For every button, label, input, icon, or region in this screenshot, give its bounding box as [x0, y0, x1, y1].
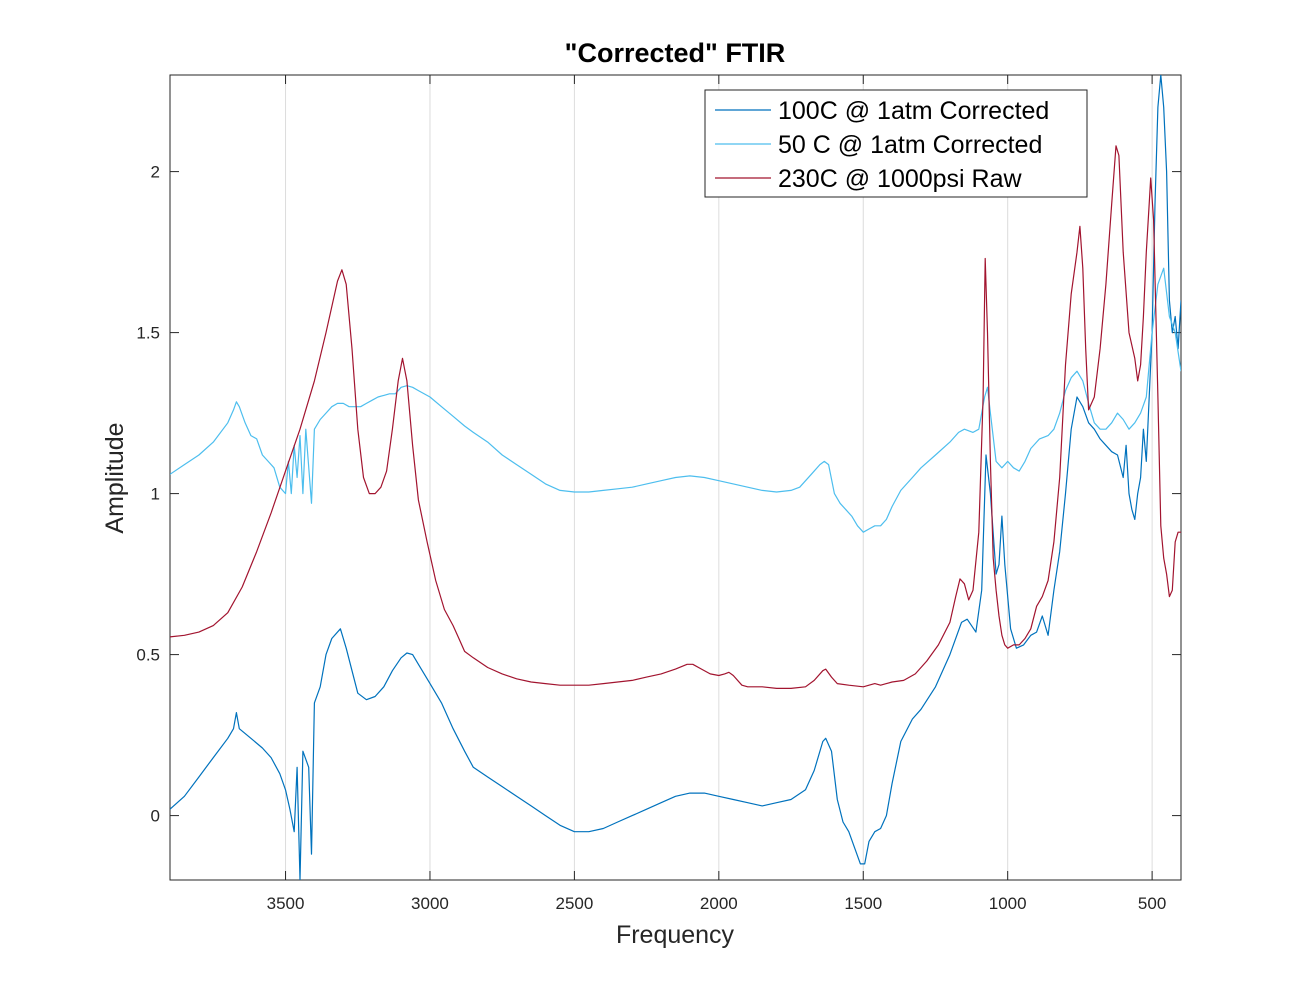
legend-entry: 50 C @ 1atm Corrected [778, 131, 1042, 159]
grid-lines [285, 75, 1153, 880]
series-line-2 [170, 267, 1181, 533]
y-tick-label: 1 [151, 485, 160, 504]
x-tick-label: 2500 [555, 894, 593, 913]
series-line-3 [170, 145, 1181, 689]
x-tick-label: 1000 [989, 894, 1027, 913]
legend-entry: 230C @ 1000psi Raw [778, 165, 1023, 193]
y-tick-label: 0 [151, 807, 160, 826]
series-line-1 [170, 75, 1181, 880]
y-tick-label: 2 [151, 163, 160, 182]
x-tick-label: 500 [1138, 894, 1166, 913]
plot-area [169, 74, 1182, 881]
x-axis-label: Frequency [616, 921, 735, 949]
legend-box [704, 89, 1088, 198]
legend: 100C @ 1atm Corrected 50 C @ 1atm Correct… [704, 89, 1088, 198]
x-tick-label: 3000 [411, 894, 449, 913]
series-lines [170, 75, 1181, 880]
x-tick-label: 3500 [267, 894, 305, 913]
axis-ticks: 3500 3000 2500 2000 1500 1000 500 0 0.5 1 1.5 2 [136, 75, 1181, 913]
y-tick-label: 0.5 [136, 646, 160, 665]
legend-entry: 100C @ 1atm Corrected [778, 97, 1049, 125]
x-tick-label: 2000 [700, 894, 738, 913]
y-tick-label: 1.5 [136, 324, 160, 343]
y-axis-label: Amplitude [101, 422, 129, 533]
chart-title: "Corrected" FTIR [565, 38, 786, 68]
x-tick-label: 1500 [844, 894, 882, 913]
